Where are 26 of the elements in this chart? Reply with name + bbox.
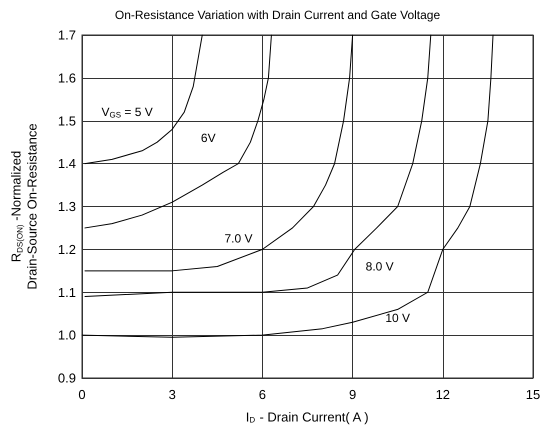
y-tick-label: 1.3 <box>58 199 76 214</box>
y-tick-label: 1.4 <box>58 156 76 172</box>
x-tick-label: 6 <box>258 387 266 402</box>
series-label: 8.0 V <box>366 260 394 274</box>
y-tick-label: 1.5 <box>58 113 76 128</box>
line-series <box>84 34 203 164</box>
x-tick-label: 0 <box>78 387 86 402</box>
y-tick-label: 1.6 <box>58 70 76 86</box>
y-tick-label: 0.9 <box>58 370 76 386</box>
series-label: 10 V <box>385 310 410 325</box>
y-tick-label: 1.1 <box>58 284 76 300</box>
x-axis-title: ID - Drain Current( A ) <box>246 410 369 424</box>
y-tick-label: 1.2 <box>58 242 76 257</box>
x-tick-label: 3 <box>168 387 176 402</box>
chart-title: On-Resistance Variation with Drain Current and Gate Voltage <box>114 8 440 22</box>
line-series <box>84 34 272 228</box>
line-series <box>84 34 354 272</box>
line-series <box>82 34 494 338</box>
line-series <box>84 34 432 298</box>
x-tick-label: 9 <box>348 387 356 402</box>
x-tick-label: 12 <box>436 387 450 402</box>
y-tick-label: 1.7 <box>58 28 76 42</box>
x-tick-label: 15 <box>526 387 540 402</box>
y-tick-label: 1.0 <box>58 328 76 343</box>
series-label: 7.0 V <box>224 232 253 246</box>
text: 6V <box>200 130 216 145</box>
